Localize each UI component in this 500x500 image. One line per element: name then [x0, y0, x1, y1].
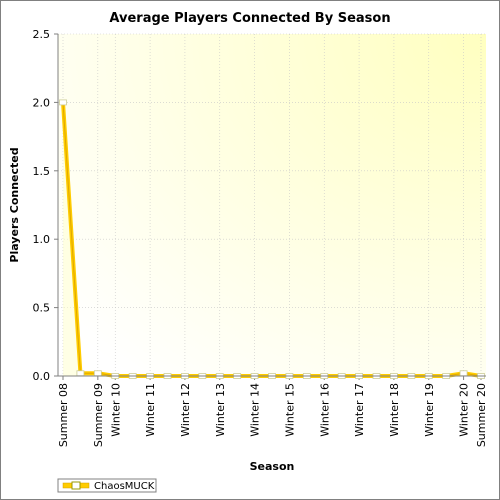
data-point: [93, 370, 102, 377]
x-tick-label: Summer 09: [92, 383, 105, 447]
x-axis-ticks: Summer 08 Summer 09 Winter 10 Winter 11 Wint…: [57, 376, 488, 447]
y-tick-label: 1.0: [33, 233, 51, 246]
x-tick-label: Winter 12: [179, 383, 192, 437]
legend-box: [57, 478, 157, 493]
y-axis-ticks: 0.0 0.5 1.0 1.5 2.0 2.5: [33, 28, 58, 383]
plot-area: [58, 34, 486, 376]
data-point: [59, 99, 67, 106]
x-tick-label: Winter 18: [388, 383, 401, 437]
x-tick-label: Winter 13: [214, 383, 227, 437]
x-tick-label: Winter 17: [353, 383, 366, 437]
y-tick-label: 1.5: [33, 165, 51, 178]
x-tick-label: Winter 20: [458, 383, 471, 437]
chart-title: Average Players Connected By Season: [109, 11, 390, 26]
x-tick-label: Winter 10: [109, 383, 122, 437]
x-tick-label: Winter 16: [318, 383, 331, 437]
x-tick-label: Winter 15: [283, 383, 296, 437]
y-axis-label: Players Connected: [8, 147, 21, 262]
data-point: [76, 370, 85, 377]
legend-label-chaosmuck: ChaosMUCK: [94, 481, 155, 492]
x-tick-label: Winter 14: [249, 383, 262, 437]
grid: [58, 33, 486, 376]
x-tick-label: Summer 20: [475, 383, 488, 447]
y-tick-label: 0.5: [33, 302, 51, 315]
y-tick-label: 2.0: [33, 96, 51, 109]
x-tick-label: Winter 19: [423, 383, 436, 437]
y-tick-label: 2.5: [33, 28, 51, 41]
legend: ChaosMUCK: [57, 478, 157, 493]
legend-marker: [71, 481, 81, 490]
y-tick-label: 0.0: [33, 370, 51, 383]
x-axis-label: Season: [250, 460, 295, 473]
x-tick-label: Summer 08: [57, 383, 70, 447]
data-point: [459, 370, 468, 377]
x-tick-label: Winter 11: [144, 383, 157, 437]
